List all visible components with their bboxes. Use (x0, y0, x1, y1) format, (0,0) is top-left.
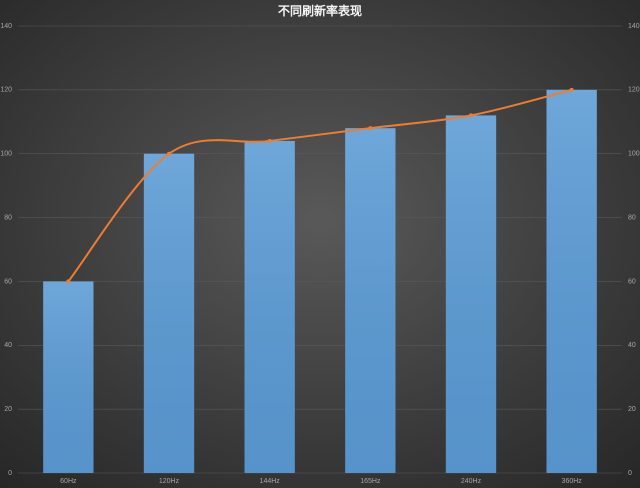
y-tick-label: 20 (4, 406, 12, 413)
x-tick-label: 60Hz (60, 478, 77, 485)
bar (546, 89, 597, 473)
x-tick-label: 144Hz (260, 478, 281, 485)
line-marker (167, 151, 171, 156)
x-tick-label: 165Hz (360, 478, 381, 485)
x-tick-label: 240Hz (461, 478, 482, 485)
bar (143, 153, 195, 473)
line (67, 88, 572, 283)
chart-title: 不同刷新率表现 (278, 3, 362, 18)
y2-tick-label: 100 (628, 151, 640, 158)
line-marker (66, 279, 71, 284)
bar (43, 281, 94, 473)
y-tick-label: 80 (4, 214, 12, 221)
y2-tick-label: 40 (628, 342, 636, 349)
y2-tick-label: 20 (628, 406, 636, 413)
line-marker (469, 113, 473, 118)
bar (244, 140, 295, 473)
y-tick-label: 60 (4, 278, 12, 285)
line-marker (267, 138, 272, 143)
x-tick-label: 360Hz (562, 478, 583, 485)
bar (345, 128, 396, 473)
y2-tick-label: 140 (628, 23, 640, 30)
y-tick-label: 120 (0, 87, 12, 94)
y2-tick-label: 80 (628, 214, 636, 221)
y-tick-label: 100 (0, 151, 12, 158)
line-marker (569, 87, 574, 92)
x-tick-label: 120Hz (159, 478, 180, 485)
y-tick-label: 40 (4, 342, 12, 349)
bar (445, 115, 497, 474)
y2-tick-label: 0 (628, 470, 632, 477)
y-tick-label: 0 (8, 470, 12, 477)
line-marker (368, 126, 373, 131)
y2-tick-label: 60 (628, 278, 636, 285)
y2-tick-label: 120 (628, 87, 640, 94)
y-tick-label: 140 (0, 23, 12, 30)
